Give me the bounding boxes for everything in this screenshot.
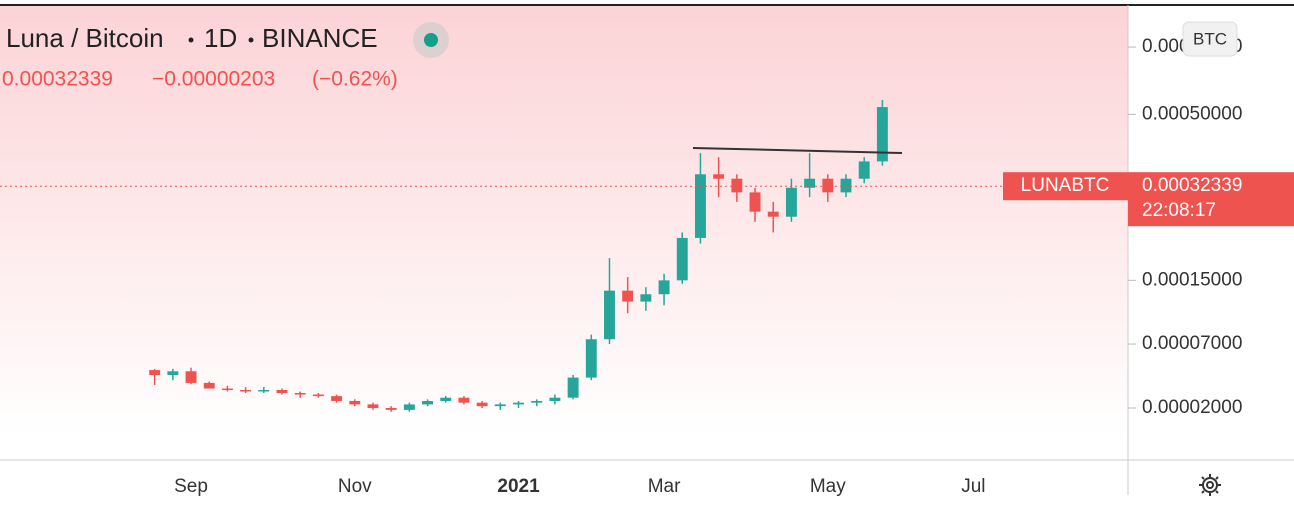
candle-body bbox=[804, 178, 816, 188]
candle-body bbox=[294, 393, 306, 395]
candle-body bbox=[731, 178, 743, 193]
candle-body bbox=[203, 382, 215, 389]
header-change: −0.00000203 bbox=[152, 68, 275, 91]
candle-body bbox=[604, 290, 615, 340]
candle-body bbox=[858, 161, 870, 179]
candle-body bbox=[876, 107, 888, 162]
x-tick-label: Nov bbox=[338, 476, 372, 497]
candle-body bbox=[622, 290, 634, 302]
candle-body bbox=[422, 400, 434, 405]
candle-body bbox=[694, 174, 706, 238]
candle-body bbox=[822, 178, 834, 193]
candle-body bbox=[185, 371, 197, 383]
currency: BTC bbox=[1193, 29, 1227, 48]
header-last: 0.00032339 bbox=[2, 68, 113, 91]
separator bbox=[188, 37, 194, 43]
candle-body bbox=[549, 397, 561, 401]
y-tick-label: 0.00050000 bbox=[1142, 103, 1242, 124]
y-axis: 0.00002000 0.00007000 0.00015000 0.00050000… bbox=[174, 36, 1294, 497]
candle-body bbox=[513, 402, 524, 405]
candle-body bbox=[785, 187, 797, 217]
price-badge bbox=[1128, 172, 1294, 227]
y-tick-label: 0.00015000 bbox=[1142, 269, 1242, 290]
settings-icon[interactable] bbox=[1199, 474, 1221, 496]
candle-body bbox=[494, 404, 506, 407]
candle-body bbox=[240, 390, 252, 392]
candle-body bbox=[149, 370, 161, 376]
interval: 1D bbox=[204, 23, 237, 53]
x-tick-label: Sep bbox=[174, 476, 208, 497]
candle-body bbox=[567, 377, 579, 398]
candle-body bbox=[403, 404, 415, 410]
candle-body bbox=[385, 407, 397, 410]
candle-body bbox=[440, 397, 452, 401]
candle-body bbox=[676, 237, 688, 281]
x-tick-label: 2021 bbox=[497, 476, 540, 497]
exchange: BINANCE bbox=[262, 23, 378, 53]
status-dot bbox=[424, 33, 438, 47]
resistance-line bbox=[692, 147, 903, 154]
y-tick-label: 0.00002000 bbox=[1142, 397, 1242, 418]
candle-body bbox=[349, 400, 361, 405]
countdown-label: 22:08:17 bbox=[1142, 200, 1216, 221]
candle-body bbox=[713, 174, 725, 179]
last-price-label: 0.00032339 bbox=[1142, 175, 1242, 196]
x-tick-label: May bbox=[810, 476, 846, 497]
title: Luna / Bitcoin bbox=[6, 23, 164, 53]
candle-body bbox=[458, 397, 470, 403]
candle-body bbox=[258, 390, 270, 392]
x-tick-label: Jul bbox=[961, 476, 985, 497]
y-tick-label: 0.00007000 bbox=[1142, 333, 1242, 354]
separator bbox=[248, 37, 254, 43]
symbol-label: LUNABTC bbox=[1021, 175, 1110, 196]
candle-body bbox=[276, 390, 288, 394]
candle-body bbox=[640, 294, 652, 302]
candle-body bbox=[840, 178, 852, 193]
candle-body bbox=[767, 211, 779, 217]
candle-body bbox=[476, 402, 488, 407]
candle-body bbox=[749, 192, 761, 212]
candle-body bbox=[167, 371, 179, 376]
candle-body bbox=[658, 280, 670, 295]
currency-badge[interactable] bbox=[1182, 21, 1238, 57]
candle-body bbox=[312, 394, 324, 397]
candle-body bbox=[531, 400, 543, 403]
candle-body bbox=[331, 396, 343, 401]
plot-background bbox=[0, 5, 1128, 460]
header-change-pct: (−0.62%) bbox=[312, 68, 398, 91]
x-tick-label: Mar bbox=[648, 476, 681, 497]
symbol-badge bbox=[1003, 172, 1128, 201]
marks bbox=[0, 99, 1003, 412]
candle-body bbox=[585, 339, 597, 378]
candle-body bbox=[221, 388, 233, 391]
candle-body bbox=[367, 404, 379, 408]
